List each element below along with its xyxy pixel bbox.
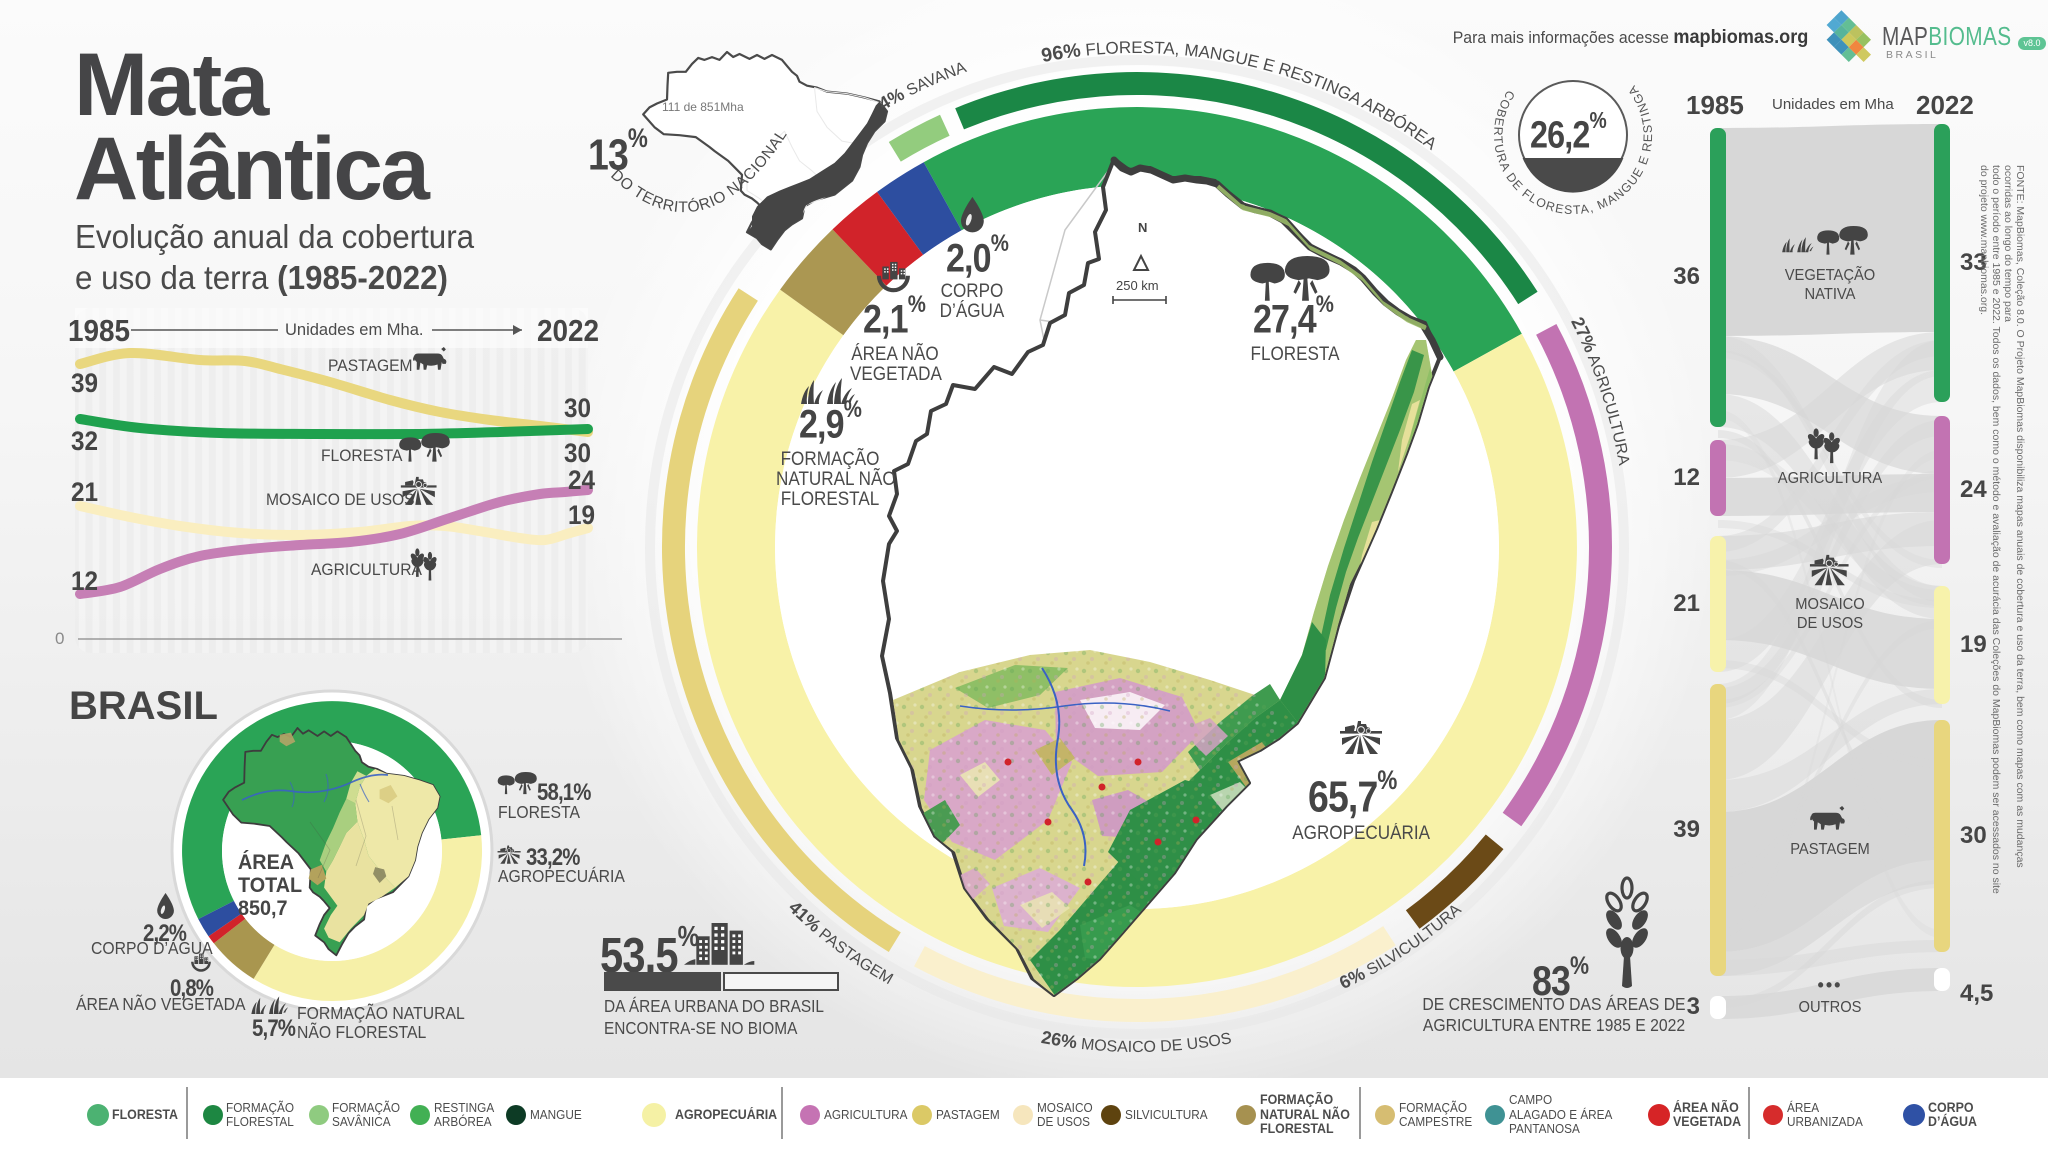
svg-text:250 km: 250 km bbox=[1116, 278, 1159, 293]
svg-text:N: N bbox=[1138, 220, 1147, 235]
